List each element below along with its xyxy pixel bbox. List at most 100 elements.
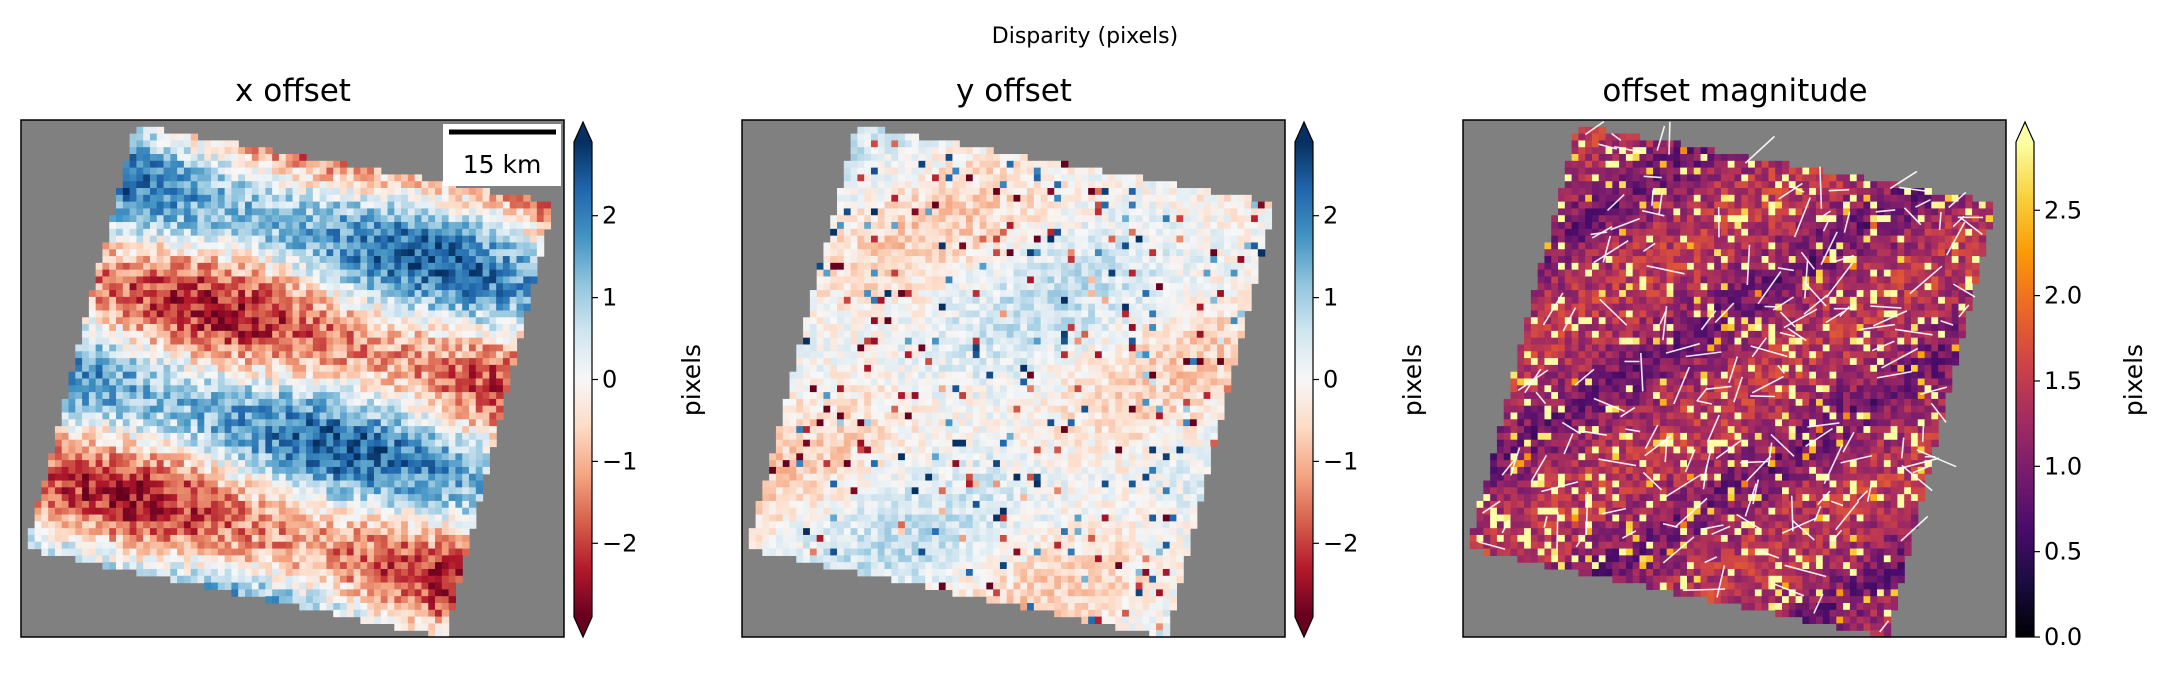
heatmap-cell bbox=[156, 167, 165, 176]
heatmap-cell bbox=[258, 398, 266, 407]
heatmap-cell bbox=[516, 201, 524, 210]
heatmap-cell bbox=[380, 582, 389, 590]
heatmap-cell bbox=[224, 432, 233, 441]
heatmap-cell bbox=[367, 507, 375, 516]
heatmap-cell bbox=[1094, 167, 1103, 176]
heatmap-cell bbox=[462, 480, 470, 488]
heatmap-cell bbox=[999, 154, 1008, 162]
heatmap-cell bbox=[197, 215, 205, 223]
heatmap-cell bbox=[143, 256, 151, 264]
heatmap-cell bbox=[1081, 235, 1089, 244]
heatmap-cell bbox=[353, 541, 361, 550]
heatmap-cell bbox=[523, 256, 531, 264]
heatmap-cell bbox=[278, 398, 287, 407]
heatmap-cell bbox=[401, 317, 409, 325]
heatmap-cell bbox=[1061, 228, 1069, 237]
heatmap-cell bbox=[306, 358, 314, 366]
heatmap-cell bbox=[217, 460, 226, 468]
heatmap-cell bbox=[251, 500, 260, 509]
heatmap-cell bbox=[448, 602, 456, 611]
heatmap-cell bbox=[299, 514, 307, 522]
heatmap-cell bbox=[319, 188, 328, 196]
heatmap-cell bbox=[421, 487, 429, 495]
heatmap-cell bbox=[346, 364, 355, 373]
heatmap-cell bbox=[346, 228, 355, 237]
heatmap-cell bbox=[109, 371, 117, 380]
heatmap-cell bbox=[306, 562, 314, 570]
heatmap-cell bbox=[448, 494, 456, 502]
heatmap-cell bbox=[95, 514, 104, 522]
heatmap-cell bbox=[312, 480, 321, 488]
heatmap-cell bbox=[251, 582, 260, 590]
heatmap-cell bbox=[360, 228, 368, 237]
heatmap-cell bbox=[428, 575, 436, 584]
heatmap-cell bbox=[346, 412, 355, 420]
heatmap-cell bbox=[918, 208, 926, 216]
heatmap-cell bbox=[979, 228, 987, 237]
heatmap-cell bbox=[122, 344, 131, 352]
heatmap-cell bbox=[367, 405, 375, 414]
heatmap-cell bbox=[285, 466, 294, 475]
heatmap-cell bbox=[129, 290, 137, 298]
heatmap-cell bbox=[455, 528, 463, 536]
heatmap-cell bbox=[299, 555, 307, 563]
heatmap-cell bbox=[102, 426, 110, 434]
heatmap-cell bbox=[1020, 228, 1028, 237]
heatmap-cell bbox=[360, 358, 368, 366]
heatmap-cell bbox=[346, 473, 355, 482]
heatmap-cell bbox=[340, 242, 348, 250]
heatmap-cell bbox=[244, 194, 253, 203]
heatmap-cell bbox=[129, 364, 137, 373]
heatmap-cell bbox=[1054, 228, 1062, 237]
heatmap-cell bbox=[75, 460, 83, 468]
heatmap-cell bbox=[516, 222, 524, 230]
heatmap-cell bbox=[244, 392, 253, 400]
heatmap-cell bbox=[82, 460, 90, 468]
heatmap-cell bbox=[163, 194, 171, 203]
heatmap-cell bbox=[217, 290, 226, 298]
heatmap-cell bbox=[177, 473, 185, 482]
heatmap-cell bbox=[884, 181, 892, 189]
heatmap-cell bbox=[441, 473, 450, 482]
heatmap-cell bbox=[129, 208, 137, 216]
heatmap-cell bbox=[211, 562, 219, 570]
heatmap-cell bbox=[326, 256, 334, 264]
heatmap-cell bbox=[918, 147, 926, 155]
heatmap-cell bbox=[468, 262, 477, 271]
heatmap-cell bbox=[285, 589, 294, 597]
heatmap-cell bbox=[122, 412, 131, 420]
heatmap-cell bbox=[48, 500, 56, 509]
heatmap-cell bbox=[129, 351, 137, 359]
heatmap-cell bbox=[421, 562, 429, 570]
heatmap-cell bbox=[1156, 215, 1164, 223]
heatmap-cell bbox=[857, 167, 865, 176]
heatmap-cell bbox=[224, 262, 233, 271]
heatmap-cell bbox=[496, 364, 504, 373]
heatmap-cell bbox=[143, 140, 151, 148]
heatmap-cell bbox=[319, 589, 328, 597]
heatmap-cell bbox=[373, 351, 382, 359]
heatmap-cell bbox=[183, 378, 192, 386]
heatmap-cell bbox=[238, 405, 246, 414]
heatmap-cell bbox=[1047, 249, 1055, 257]
heatmap-cell bbox=[88, 439, 97, 448]
heatmap-cell bbox=[265, 181, 273, 189]
heatmap-cell bbox=[401, 371, 409, 380]
heatmap-cell bbox=[333, 514, 341, 522]
heatmap-cell bbox=[1169, 249, 1177, 257]
heatmap-cell bbox=[244, 582, 253, 590]
heatmap-cell bbox=[448, 500, 456, 509]
heatmap-cell bbox=[285, 453, 294, 461]
heatmap-cell bbox=[272, 575, 280, 584]
heatmap-cell bbox=[1101, 242, 1110, 250]
heatmap-cell bbox=[68, 432, 76, 441]
heatmap-cell bbox=[925, 242, 933, 250]
heatmap-cell bbox=[109, 426, 117, 434]
heatmap-cell bbox=[1094, 228, 1103, 237]
heatmap-cell bbox=[346, 562, 355, 570]
heatmap-cell bbox=[468, 283, 477, 291]
heatmap-cell bbox=[1223, 201, 1232, 210]
heatmap-cell bbox=[475, 317, 484, 325]
heatmap-cell bbox=[292, 242, 300, 250]
heatmap-cell bbox=[448, 419, 456, 427]
